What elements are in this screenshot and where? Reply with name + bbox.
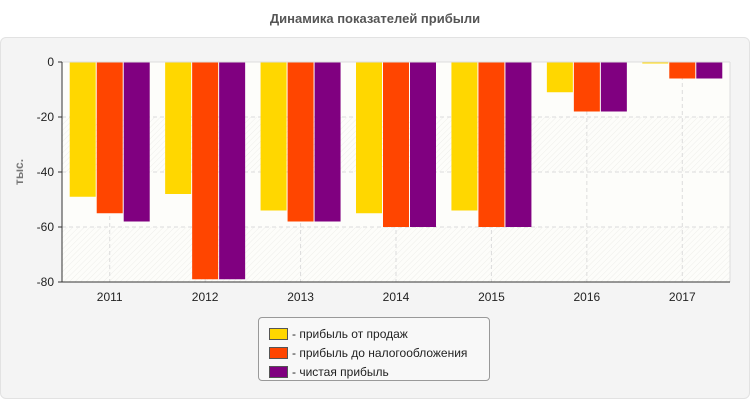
bar-2012-s1 <box>192 62 219 280</box>
legend-item: - прибыль до налогообложения <box>269 343 489 362</box>
y-tick-label: -60 <box>37 220 55 234</box>
bar-2015-s2 <box>505 62 532 227</box>
bar-2011-s0 <box>69 62 96 197</box>
bar-2011-s1 <box>96 62 123 214</box>
bar-2014-s0 <box>356 62 382 214</box>
legend-item: - прибыль от продаж <box>269 324 489 343</box>
bar-2017-s0 <box>642 62 669 64</box>
x-tick-label: 2012 <box>192 290 219 304</box>
legend-label: - прибыль до налогообложения <box>292 345 468 360</box>
legend-label: - чистая прибыль <box>292 364 389 379</box>
bar-2011-s2 <box>123 62 150 222</box>
bar-2013-s2 <box>314 62 341 222</box>
legend-label: - прибыль от продаж <box>292 326 408 341</box>
bar-2015-s1 <box>478 62 505 227</box>
x-tick-label: 2017 <box>669 290 696 304</box>
x-tick-label: 2013 <box>287 290 314 304</box>
legend-item: - чистая прибыль <box>269 362 489 381</box>
bar-2014-s2 <box>410 62 436 227</box>
y-tick-label: 0 <box>47 55 54 69</box>
x-tick-label: 2015 <box>478 290 505 304</box>
y-tick-label: -80 <box>37 275 55 289</box>
chart-title: Динамика показателей прибыли <box>269 11 481 26</box>
bar-2016-s0 <box>546 62 573 93</box>
bar-2013-s1 <box>287 62 314 222</box>
y-tick-label: -20 <box>37 110 55 124</box>
y-axis-label: тыс. <box>12 159 26 185</box>
y-tick-label: -40 <box>37 165 55 179</box>
bar-2017-s2 <box>696 62 723 79</box>
legend-swatch <box>269 365 288 378</box>
bar-2012-s2 <box>219 62 246 280</box>
bar-2015-s0 <box>451 62 478 211</box>
legend-swatch <box>269 346 288 359</box>
legend: - прибыль от продаж - прибыль до налогооб… <box>258 317 490 381</box>
bar-2017-s1 <box>669 62 696 79</box>
x-tick-label: 2014 <box>383 290 410 304</box>
x-tick-label: 2016 <box>574 290 601 304</box>
x-tick-label: 2011 <box>97 290 123 304</box>
bar-2013-s0 <box>260 62 287 211</box>
bar-2014-s1 <box>383 62 409 227</box>
bar-2016-s2 <box>600 62 627 112</box>
legend-swatch <box>269 327 288 340</box>
bar-2012-s0 <box>165 62 192 194</box>
bar-2016-s1 <box>573 62 600 112</box>
